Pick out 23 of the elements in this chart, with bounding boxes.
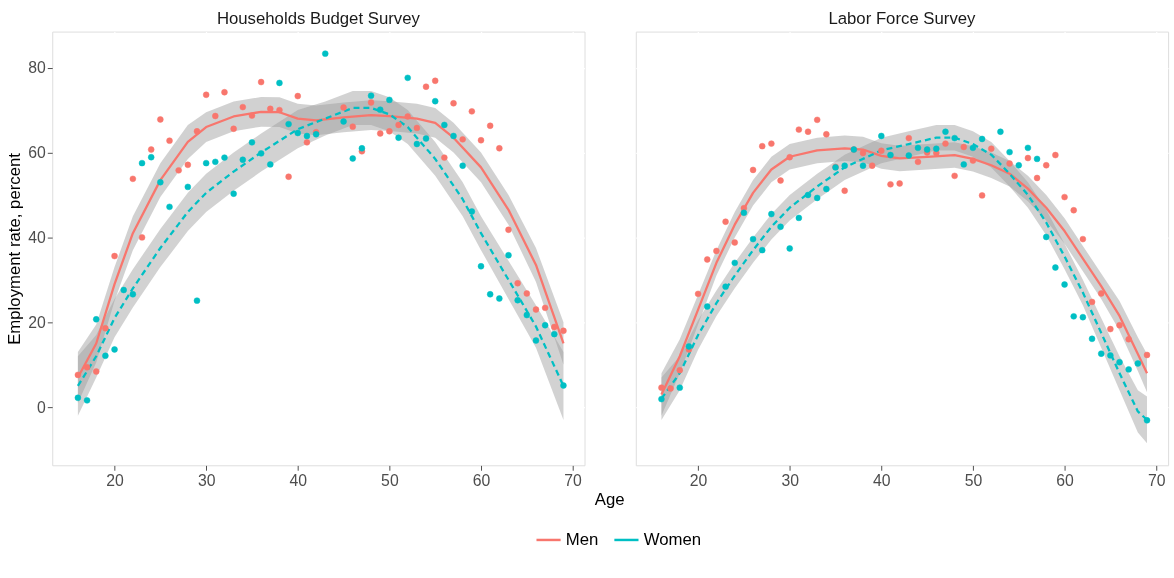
y-tick-label: 40 — [28, 228, 47, 246]
y-tick-label: 60 — [28, 143, 47, 161]
x-tick-label: 60 — [1056, 471, 1075, 489]
x-tick-label: 50 — [381, 471, 399, 489]
x-tick-label: 20 — [689, 471, 708, 489]
legend-label: Women — [643, 529, 702, 549]
x-tick-label: 60 — [472, 471, 491, 489]
x-tick-label: 30 — [781, 471, 800, 489]
x-tick-label: 20 — [106, 471, 125, 489]
y-tick-label: 80 — [28, 59, 47, 77]
y-axis-title: Employment rate, percent — [5, 152, 25, 345]
x-tick-label: 40 — [873, 471, 891, 489]
x-tick-label: 30 — [197, 471, 216, 489]
x-tick-label: 70 — [1147, 471, 1166, 489]
x-tick-label: 70 — [564, 471, 583, 489]
legend-label: Men — [565, 529, 599, 549]
x-tick-label: 50 — [964, 471, 983, 489]
chart-title: Households Budget Survey — [216, 8, 421, 28]
y-tick-label: 20 — [28, 313, 47, 331]
x-tick-label: 40 — [289, 471, 308, 489]
y-tick-label: 0 — [37, 398, 47, 416]
chart-title: Labor Force Survey — [828, 8, 977, 28]
x-axis-title: Age — [594, 490, 625, 510]
